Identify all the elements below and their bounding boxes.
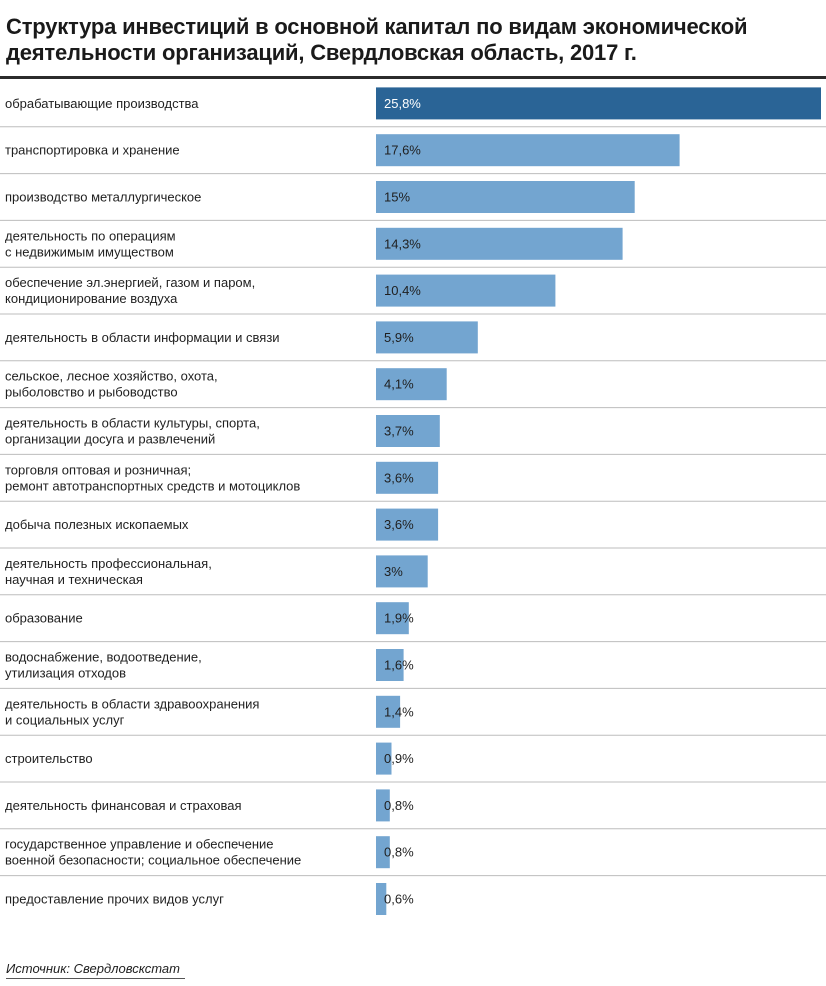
category-label: деятельность в области здравоохранения и … <box>5 696 259 727</box>
category-label: производство металлургическое <box>5 190 201 205</box>
bar <box>376 227 623 260</box>
bar <box>376 649 404 681</box>
title-rule <box>0 76 826 79</box>
bar <box>376 602 409 635</box>
category-label: предоставление прочих видов услуг <box>5 892 224 907</box>
value-label: 17,6% <box>384 143 421 158</box>
category-label: образование <box>5 611 83 626</box>
bar <box>376 836 390 869</box>
category-label: сельское, лесное хозяйство, охота, рыболо… <box>5 369 218 400</box>
value-label: 0,8% <box>384 798 414 813</box>
category-label: деятельность профессиональная, научная и … <box>5 556 212 587</box>
category-label: деятельность в области информации и связ… <box>5 330 280 345</box>
category-label: деятельность финансовая и страховая <box>5 798 242 813</box>
value-label: 1,6% <box>384 658 414 673</box>
bar <box>376 555 428 588</box>
bar <box>376 415 440 447</box>
value-label: 1,4% <box>384 704 414 719</box>
value-label: 14,3% <box>384 236 421 251</box>
value-label: 3% <box>384 564 403 579</box>
category-label: государственное управление и обеспечение… <box>5 837 301 868</box>
category-label: деятельность по операциям с недвижимым им… <box>5 228 176 259</box>
bar <box>376 134 680 167</box>
bar <box>376 695 401 728</box>
value-label: 25,8% <box>384 96 421 111</box>
value-label: 5,9% <box>384 330 414 345</box>
chart-title: Структура инвестиций в основной капитал … <box>6 14 748 65</box>
value-label: 3,6% <box>384 517 414 532</box>
bar <box>376 742 392 775</box>
source-underline <box>6 978 185 979</box>
bar-chart: обрабатывающие производства 25,8% транспор… <box>0 87 826 915</box>
value-label: 4,1% <box>384 377 414 392</box>
bar <box>376 883 387 915</box>
bar <box>376 461 439 494</box>
value-label: 1,9% <box>384 611 414 626</box>
category-label: добыча полезных ископаемых <box>5 517 189 532</box>
category-label: торговля оптовая и розничная; ремонт авто… <box>5 462 300 493</box>
bar <box>376 321 478 354</box>
value-label: 0,8% <box>384 845 414 860</box>
value-label: 10,4% <box>384 283 421 298</box>
value-label: 0,6% <box>384 892 414 907</box>
value-label: 3,6% <box>384 470 414 485</box>
category-label: транспортировка и хранение <box>5 143 180 158</box>
bar <box>376 181 635 213</box>
category-label: строительство <box>5 751 93 766</box>
value-label: 0,9% <box>384 751 414 766</box>
category-label: водоснабжение, водоотведение, утилизация … <box>5 650 202 681</box>
bar <box>376 508 439 541</box>
category-label: обрабатывающие производства <box>5 96 199 111</box>
category-label: деятельность в области культуры, спорта,… <box>5 416 260 447</box>
source-note: Источник: Свердловскстат <box>6 961 180 976</box>
value-label: 15% <box>384 190 410 205</box>
bar <box>376 274 556 307</box>
value-label: 3,7% <box>384 424 414 439</box>
category-label: обеспечение эл.энергией, газом и паром, к… <box>5 275 255 306</box>
bar <box>376 87 821 120</box>
bar <box>376 789 390 822</box>
bar <box>376 368 447 401</box>
